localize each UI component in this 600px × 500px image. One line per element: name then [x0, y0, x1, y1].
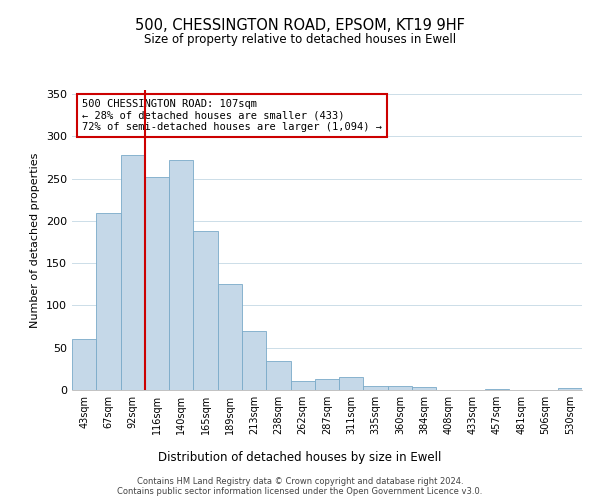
Text: 500 CHESSINGTON ROAD: 107sqm
← 28% of detached houses are smaller (433)
72% of s: 500 CHESSINGTON ROAD: 107sqm ← 28% of de…	[82, 99, 382, 132]
Bar	[121, 155, 145, 390]
Bar	[193, 231, 218, 390]
Bar	[266, 362, 290, 390]
Text: Size of property relative to detached houses in Ewell: Size of property relative to detached ho…	[144, 32, 456, 46]
Text: 500, CHESSINGTON ROAD, EPSOM, KT19 9HF: 500, CHESSINGTON ROAD, EPSOM, KT19 9HF	[135, 18, 465, 32]
Y-axis label: Number of detached properties: Number of detached properties	[31, 152, 40, 328]
Bar	[364, 386, 388, 390]
Bar	[218, 284, 242, 390]
Bar	[558, 388, 582, 390]
Text: Contains public sector information licensed under the Open Government Licence v3: Contains public sector information licen…	[118, 486, 482, 496]
Bar	[388, 386, 412, 390]
Bar	[242, 331, 266, 390]
Bar	[145, 177, 169, 390]
Bar	[290, 380, 315, 390]
Bar	[339, 378, 364, 390]
Bar	[96, 212, 121, 390]
Bar	[412, 388, 436, 390]
Bar	[485, 389, 509, 390]
Bar	[72, 340, 96, 390]
Text: Distribution of detached houses by size in Ewell: Distribution of detached houses by size …	[158, 451, 442, 464]
Bar	[169, 160, 193, 390]
Text: Contains HM Land Registry data © Crown copyright and database right 2024.: Contains HM Land Registry data © Crown c…	[137, 476, 463, 486]
Bar	[315, 379, 339, 390]
